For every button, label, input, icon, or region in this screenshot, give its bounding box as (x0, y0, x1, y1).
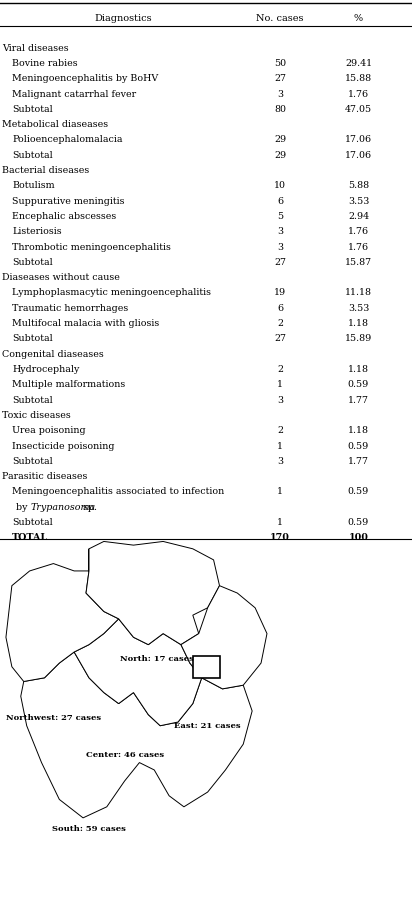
Text: Lymphoplasmacytic meningoencephalitis: Lymphoplasmacytic meningoencephalitis (12, 288, 211, 298)
Text: 15.88: 15.88 (345, 75, 372, 83)
Text: 17.06: 17.06 (345, 136, 372, 145)
Text: 1.18: 1.18 (348, 426, 369, 435)
Text: Congenital diaseases: Congenital diaseases (2, 349, 104, 359)
Text: 6: 6 (277, 304, 283, 313)
Text: TOTAL: TOTAL (12, 533, 49, 542)
Text: 0.59: 0.59 (348, 380, 369, 389)
Text: Bovine rabies: Bovine rabies (12, 59, 78, 68)
Text: Suppurative meningitis: Suppurative meningitis (12, 197, 125, 206)
Text: 29.41: 29.41 (345, 59, 372, 68)
Text: Traumatic hemorrhages: Traumatic hemorrhages (12, 304, 129, 313)
Text: 0.59: 0.59 (348, 441, 369, 450)
Text: 1.77: 1.77 (348, 396, 369, 405)
Text: No. cases: No. cases (256, 14, 304, 23)
Text: 27: 27 (274, 258, 286, 267)
Text: North: 17 cases: North: 17 cases (120, 655, 194, 663)
Text: 15.87: 15.87 (345, 258, 372, 267)
Text: Malignant catarrhal fever: Malignant catarrhal fever (12, 89, 136, 98)
Text: 1: 1 (277, 488, 283, 497)
Text: 170: 170 (270, 533, 290, 542)
Text: Urea poisoning: Urea poisoning (12, 426, 86, 435)
Polygon shape (6, 549, 119, 682)
Polygon shape (181, 586, 267, 689)
Text: Diaseases without cause: Diaseases without cause (2, 273, 120, 282)
Text: 1.76: 1.76 (348, 89, 369, 98)
Text: 5: 5 (277, 212, 283, 221)
Text: 1: 1 (277, 441, 283, 450)
Text: 50: 50 (274, 59, 286, 68)
Text: 29: 29 (274, 151, 286, 160)
Text: 3: 3 (277, 243, 283, 251)
Text: Polioencephalomalacia: Polioencephalomalacia (12, 136, 123, 145)
Text: 17.06: 17.06 (345, 151, 372, 160)
Text: Metabolical diaseases: Metabolical diaseases (2, 120, 108, 129)
Text: 1.18: 1.18 (348, 365, 369, 374)
Polygon shape (86, 541, 220, 644)
Text: 3: 3 (277, 457, 283, 466)
Text: Thrombotic meningoencephalitis: Thrombotic meningoencephalitis (12, 243, 171, 251)
Text: Trypanosoma: Trypanosoma (31, 502, 96, 511)
Text: Multifocal malacia with gliosis: Multifocal malacia with gliosis (12, 319, 159, 329)
Text: 0.59: 0.59 (348, 488, 369, 497)
Text: 47.05: 47.05 (345, 105, 372, 114)
Text: 10: 10 (274, 181, 286, 190)
Text: Subtotal: Subtotal (12, 151, 53, 160)
Text: 6: 6 (277, 197, 283, 206)
Text: South: 59 cases: South: 59 cases (52, 825, 126, 833)
Text: Viral diseases: Viral diseases (2, 44, 69, 53)
Text: 11.18: 11.18 (345, 288, 372, 298)
Text: 2.94: 2.94 (348, 212, 369, 221)
Text: Center: 46 cases: Center: 46 cases (86, 752, 164, 759)
Text: East: 21 cases: East: 21 cases (174, 722, 241, 730)
Text: Botulism: Botulism (12, 181, 55, 190)
Text: Diagnostics: Diagnostics (95, 14, 152, 23)
Text: 3.53: 3.53 (348, 197, 369, 206)
Text: 5.88: 5.88 (348, 181, 369, 190)
Text: 27: 27 (274, 75, 286, 83)
Text: %: % (354, 14, 363, 23)
Text: Subtotal: Subtotal (12, 105, 53, 114)
Text: 1: 1 (277, 518, 283, 527)
Text: Subtotal: Subtotal (12, 518, 53, 527)
Text: 3: 3 (277, 396, 283, 405)
Text: Meningoencephalitis associated to infection: Meningoencephalitis associated to infect… (12, 488, 225, 497)
Text: 100: 100 (349, 533, 368, 542)
Text: sp.: sp. (80, 502, 96, 511)
Bar (193, 656, 220, 678)
Text: 80: 80 (274, 105, 286, 114)
Text: 29: 29 (274, 136, 286, 145)
Text: 2: 2 (277, 319, 283, 329)
Polygon shape (74, 593, 202, 726)
Text: Listeriosis: Listeriosis (12, 228, 62, 237)
Text: 0.59: 0.59 (348, 518, 369, 527)
Text: Subtotal: Subtotal (12, 258, 53, 267)
Text: Multiple malformations: Multiple malformations (12, 380, 126, 389)
Text: 1.18: 1.18 (348, 319, 369, 329)
Text: 3: 3 (277, 89, 283, 98)
Text: 3: 3 (277, 228, 283, 237)
Text: 15.89: 15.89 (345, 334, 372, 343)
Text: Subtotal: Subtotal (12, 396, 53, 405)
Text: 19: 19 (274, 288, 286, 298)
Text: 2: 2 (277, 426, 283, 435)
Text: 1.76: 1.76 (348, 228, 369, 237)
Text: Subtotal: Subtotal (12, 334, 53, 343)
Text: 1.77: 1.77 (348, 457, 369, 466)
Text: Northwest: 27 cases: Northwest: 27 cases (6, 714, 101, 723)
Text: Hydrocephaly: Hydrocephaly (12, 365, 80, 374)
Text: by: by (16, 502, 31, 511)
Text: Insecticide poisoning: Insecticide poisoning (12, 441, 115, 450)
Text: Bacterial diseases: Bacterial diseases (2, 166, 89, 175)
Text: Meningoencephalitis by BoHV: Meningoencephalitis by BoHV (12, 75, 159, 83)
Text: Parasitic diseases: Parasitic diseases (2, 472, 87, 481)
Text: Toxic diseases: Toxic diseases (2, 411, 71, 420)
Text: Encephalic abscesses: Encephalic abscesses (12, 212, 117, 221)
Polygon shape (21, 652, 252, 818)
Text: 3.53: 3.53 (348, 304, 369, 313)
Text: 27: 27 (274, 334, 286, 343)
Text: 2: 2 (277, 365, 283, 374)
Text: 1: 1 (277, 380, 283, 389)
Text: Subtotal: Subtotal (12, 457, 53, 466)
Text: 1.76: 1.76 (348, 243, 369, 251)
